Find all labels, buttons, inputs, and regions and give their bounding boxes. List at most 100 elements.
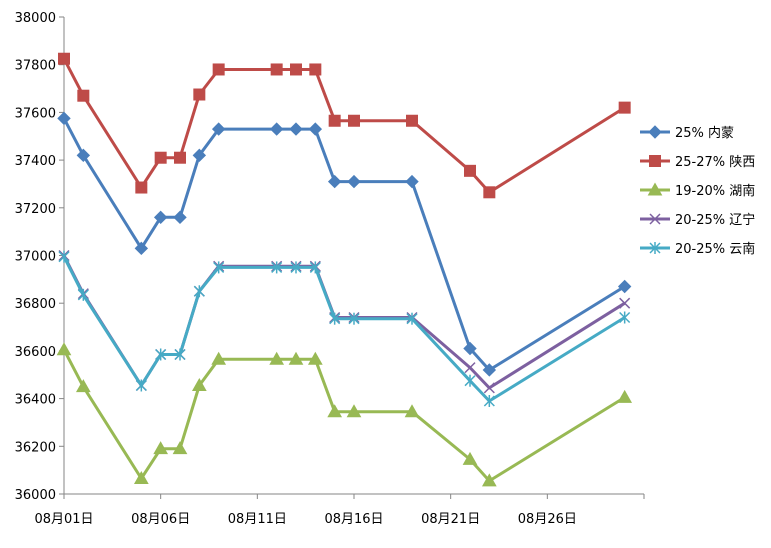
- data-point: [464, 374, 476, 387]
- y-tick-label: 37800: [15, 59, 56, 74]
- data-point: [154, 151, 167, 164]
- data-point: [135, 379, 147, 392]
- data-point: [346, 404, 362, 418]
- data-point: [269, 122, 284, 136]
- data-point: [269, 351, 285, 365]
- data-point: [406, 114, 418, 127]
- x-tick-label: 08月26日: [518, 512, 577, 527]
- legend-item: 25-27% 陕西: [640, 155, 755, 170]
- data-point: [290, 261, 302, 274]
- data-point: [482, 363, 497, 377]
- data-point: [649, 155, 661, 167]
- data-point: [619, 311, 631, 324]
- data-point: [327, 174, 342, 189]
- data-point: [308, 122, 323, 136]
- data-point: [211, 122, 226, 136]
- data-point: [193, 88, 206, 101]
- data-point: [464, 362, 476, 374]
- data-point: [191, 377, 207, 391]
- legend-label: 19-20% 湖南: [675, 183, 755, 199]
- data-point: [618, 101, 631, 114]
- data-point: [328, 114, 341, 127]
- series-line: [62, 349, 626, 483]
- x-axis: 08月01日 08月06日 08月11日 08月16日 08月21日 08月26日: [34, 493, 645, 527]
- data-point: [58, 52, 70, 65]
- data-point: [153, 441, 169, 455]
- series-2: [58, 52, 631, 199]
- data-point: [329, 312, 341, 325]
- data-point: [309, 63, 322, 76]
- y-tick-label: 38000: [15, 11, 56, 26]
- y-tick-label: 36800: [15, 297, 56, 312]
- series-1: [57, 111, 632, 377]
- legend-label: 20-25% 云南: [675, 241, 755, 257]
- data-point: [213, 261, 225, 274]
- data-point: [307, 351, 323, 365]
- data-point: [288, 351, 304, 365]
- data-point: [463, 341, 477, 356]
- data-point: [348, 114, 360, 127]
- data-point: [462, 451, 478, 465]
- data-point: [133, 470, 149, 484]
- data-point: [619, 297, 631, 309]
- data-point: [347, 174, 361, 189]
- data-point: [212, 63, 225, 76]
- data-point: [270, 63, 283, 76]
- plot-series: [56, 52, 633, 487]
- data-point: [57, 111, 71, 126]
- data-point: [405, 174, 419, 189]
- legend-item: 20-25% 辽宁: [640, 212, 755, 228]
- data-point: [648, 125, 662, 139]
- x-tick-label: 08月06日: [131, 512, 190, 527]
- x-tick-label: 08月01日: [34, 512, 93, 527]
- data-point: [77, 288, 89, 301]
- data-point: [406, 312, 418, 325]
- data-point: [174, 348, 186, 361]
- data-point: [174, 151, 186, 164]
- y-axis: 36000 36200 36400 36600 36800 37000 37200 37400…: [15, 11, 65, 503]
- data-point: [327, 404, 343, 418]
- series-line: [62, 117, 626, 372]
- series-line: [62, 58, 626, 194]
- data-point: [348, 312, 360, 325]
- legend-item: 25% 内蒙: [640, 125, 734, 141]
- series-5: [58, 250, 631, 407]
- data-point: [135, 181, 148, 194]
- y-tick-label: 36400: [15, 393, 56, 408]
- legend-label: 25-27% 陕西: [675, 155, 755, 170]
- data-point: [309, 261, 321, 274]
- data-point: [617, 389, 633, 403]
- data-point: [76, 148, 91, 163]
- x-tick-label: 08月11日: [228, 512, 287, 527]
- data-point: [483, 394, 495, 407]
- data-point: [211, 351, 227, 365]
- data-point: [172, 441, 188, 455]
- data-point: [464, 164, 476, 177]
- data-point: [56, 342, 72, 356]
- data-point: [75, 379, 91, 393]
- y-tick-label: 36000: [15, 488, 56, 503]
- data-point: [193, 285, 205, 298]
- y-tick-label: 36600: [15, 345, 56, 360]
- legend-label: 25% 内蒙: [675, 125, 734, 141]
- legend: 25% 内蒙 25-27% 陕西 19-20% 湖南 20-25% 辽宁 20-25% …: [640, 125, 755, 257]
- legend-item: 20-25% 云南: [640, 241, 755, 257]
- data-point: [290, 63, 302, 76]
- series-3: [56, 342, 633, 487]
- data-point: [77, 89, 90, 102]
- y-tick-label: 37000: [15, 250, 56, 265]
- y-tick-label: 37200: [15, 202, 56, 217]
- data-point: [58, 250, 70, 263]
- legend-label: 20-25% 辽宁: [675, 212, 755, 228]
- x-tick-label: 08月21日: [421, 512, 480, 527]
- series-4: [58, 249, 631, 394]
- data-point: [649, 213, 661, 225]
- series-line: [62, 256, 626, 403]
- data-point: [153, 210, 168, 225]
- data-point: [134, 241, 149, 256]
- data-point: [155, 348, 167, 361]
- y-tick-label: 37400: [15, 154, 56, 169]
- data-point: [404, 404, 420, 418]
- data-point: [271, 261, 283, 274]
